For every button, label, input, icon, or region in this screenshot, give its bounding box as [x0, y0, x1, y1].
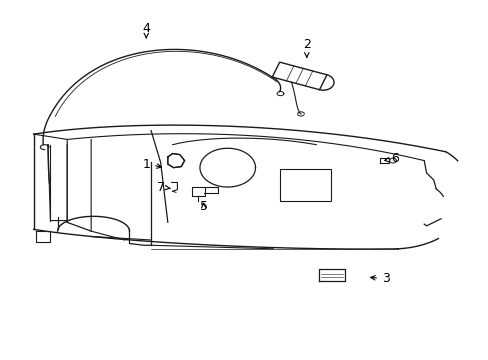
Text: 3: 3: [370, 272, 389, 285]
Text: 5: 5: [200, 200, 207, 213]
Text: 2: 2: [302, 38, 310, 57]
Polygon shape: [167, 154, 184, 168]
Text: 1: 1: [142, 158, 161, 171]
Text: 6: 6: [384, 152, 399, 165]
Bar: [280, 170, 330, 201]
Text: 7: 7: [156, 181, 170, 194]
Text: 4: 4: [142, 22, 150, 38]
